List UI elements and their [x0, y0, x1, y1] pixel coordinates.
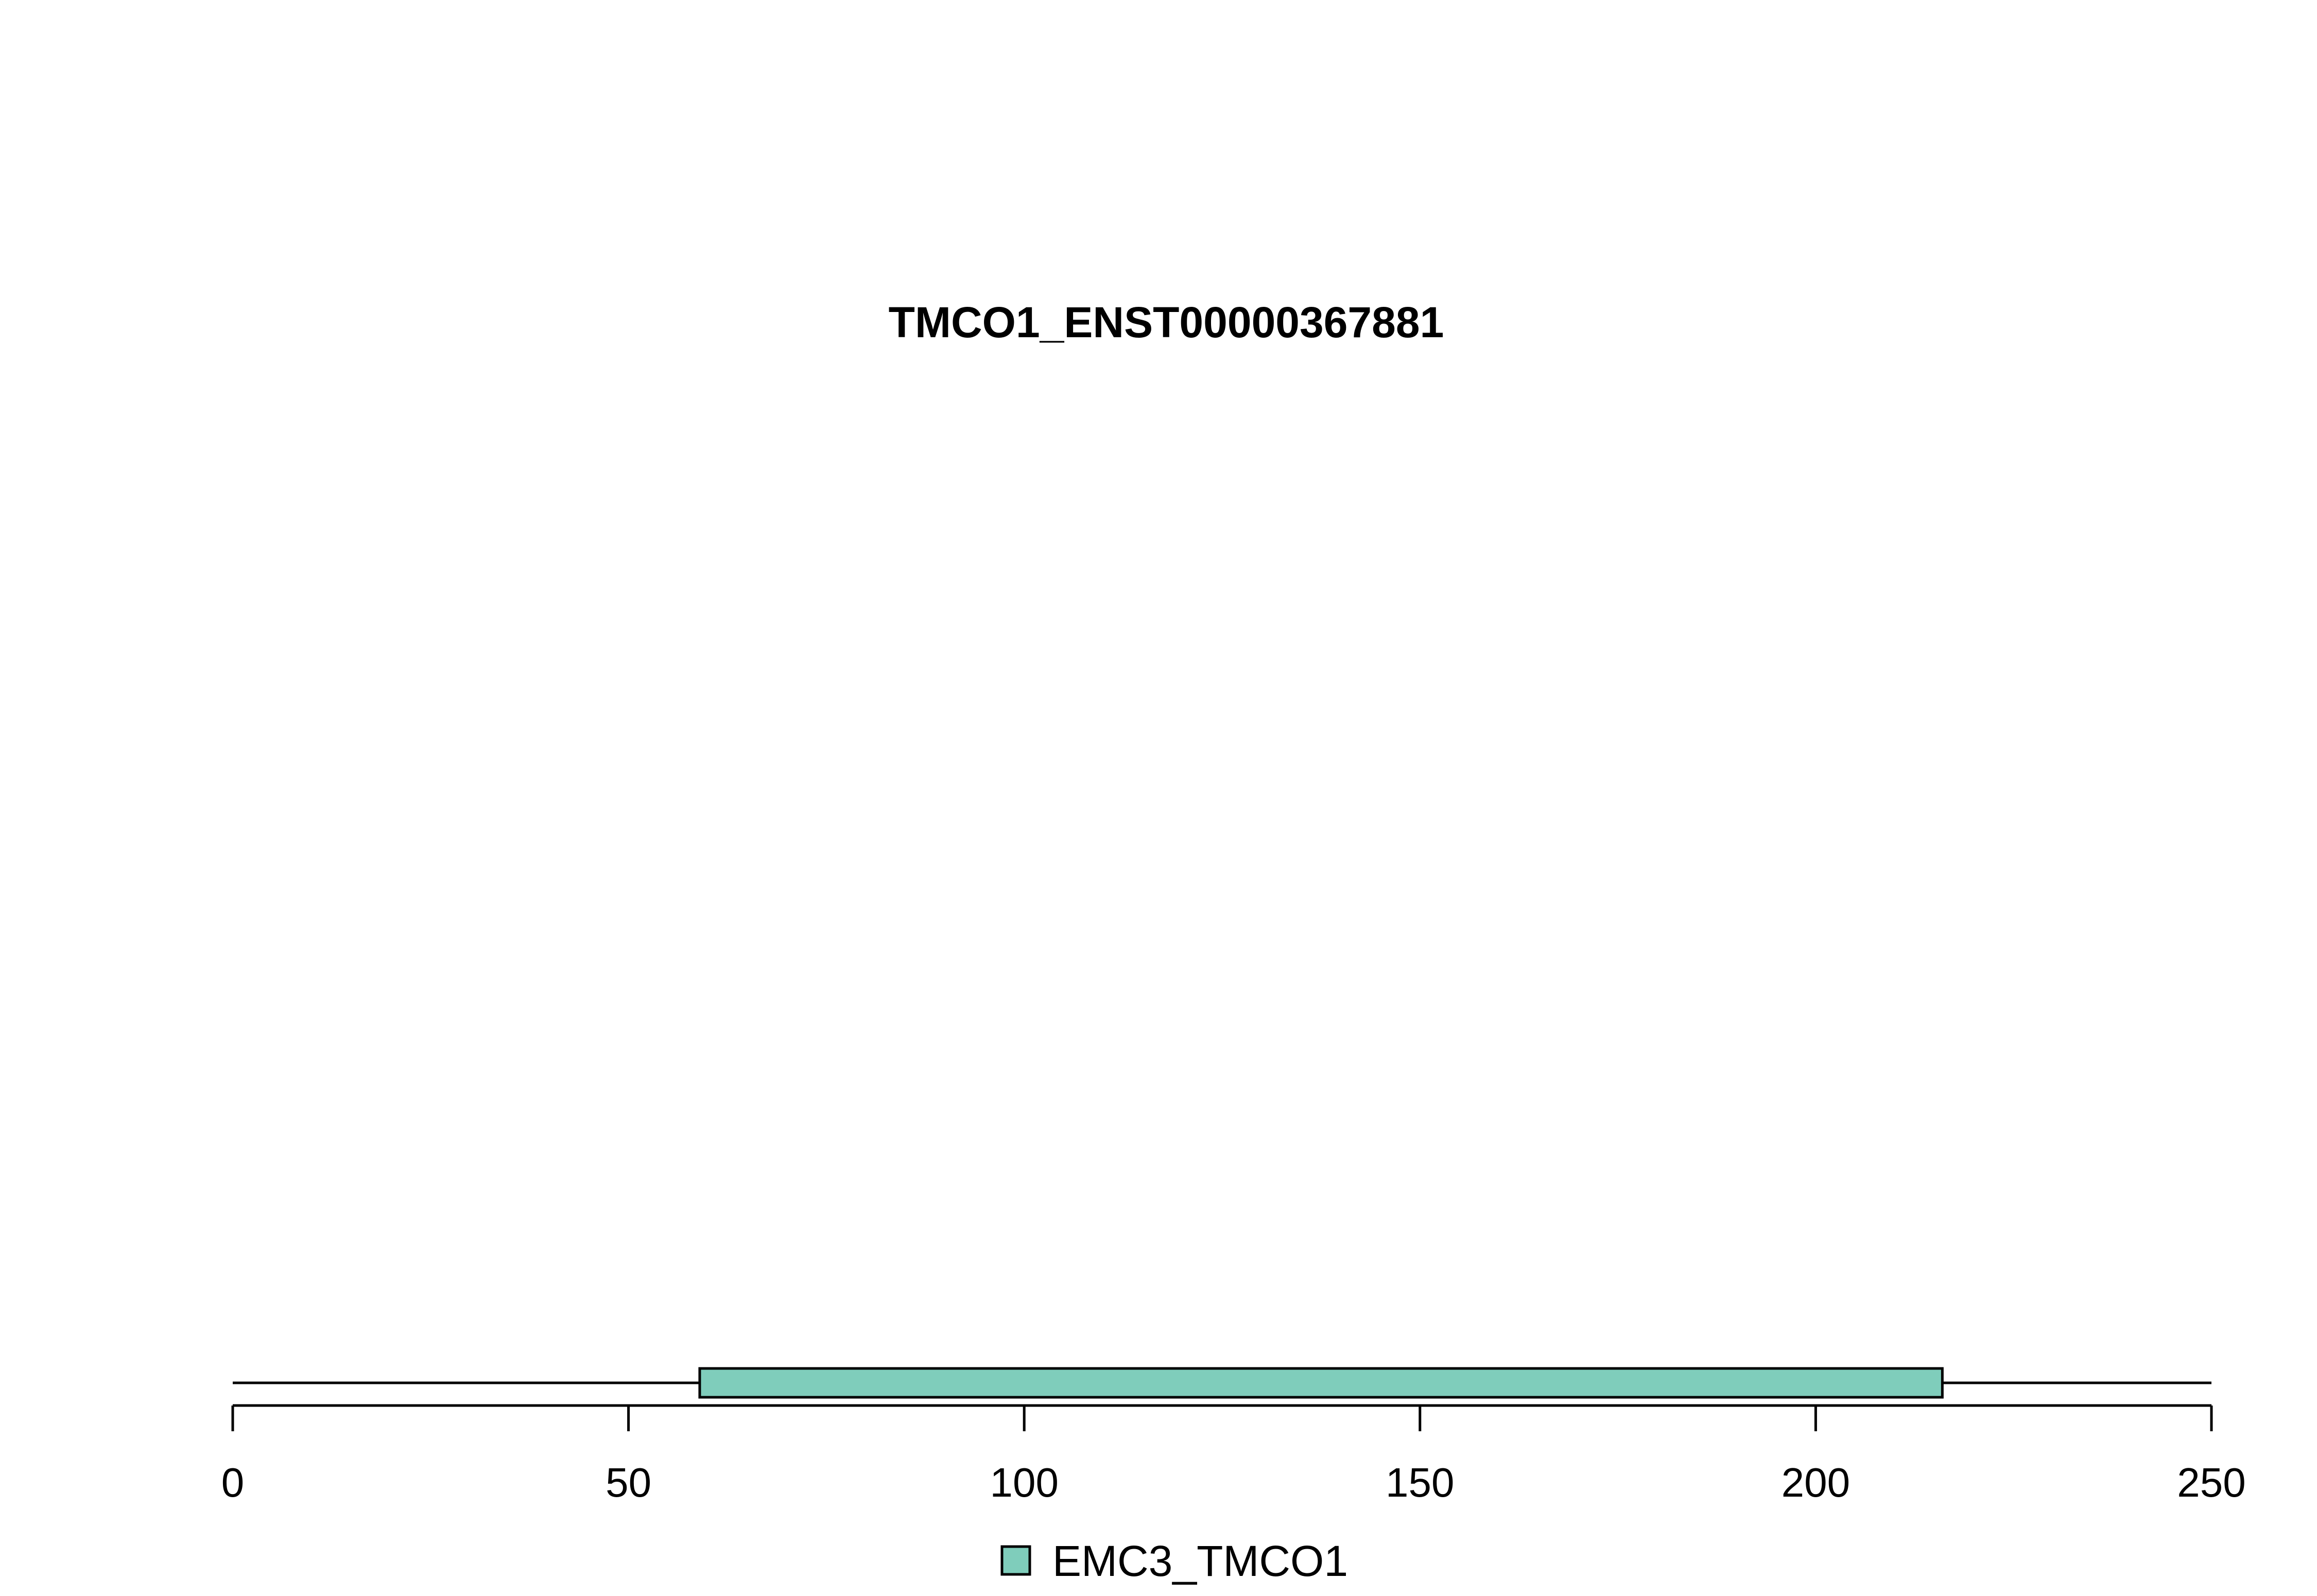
domain-box-emc3-tmco1	[698, 1367, 1944, 1399]
x-tick-label: 200	[1782, 1460, 1850, 1505]
legend-label: EMC3_TMCO1	[1052, 1537, 1348, 1585]
x-tick-label: 150	[1386, 1460, 1454, 1505]
x-tick-label: 250	[2177, 1460, 2245, 1505]
x-tick-label: 0	[221, 1460, 245, 1505]
chart-title: TMCO1_ENST00000367881	[889, 298, 1444, 346]
x-tick-label: 50	[606, 1460, 651, 1505]
legend-swatch	[1000, 1545, 1031, 1576]
x-tick-label: 100	[990, 1460, 1058, 1505]
